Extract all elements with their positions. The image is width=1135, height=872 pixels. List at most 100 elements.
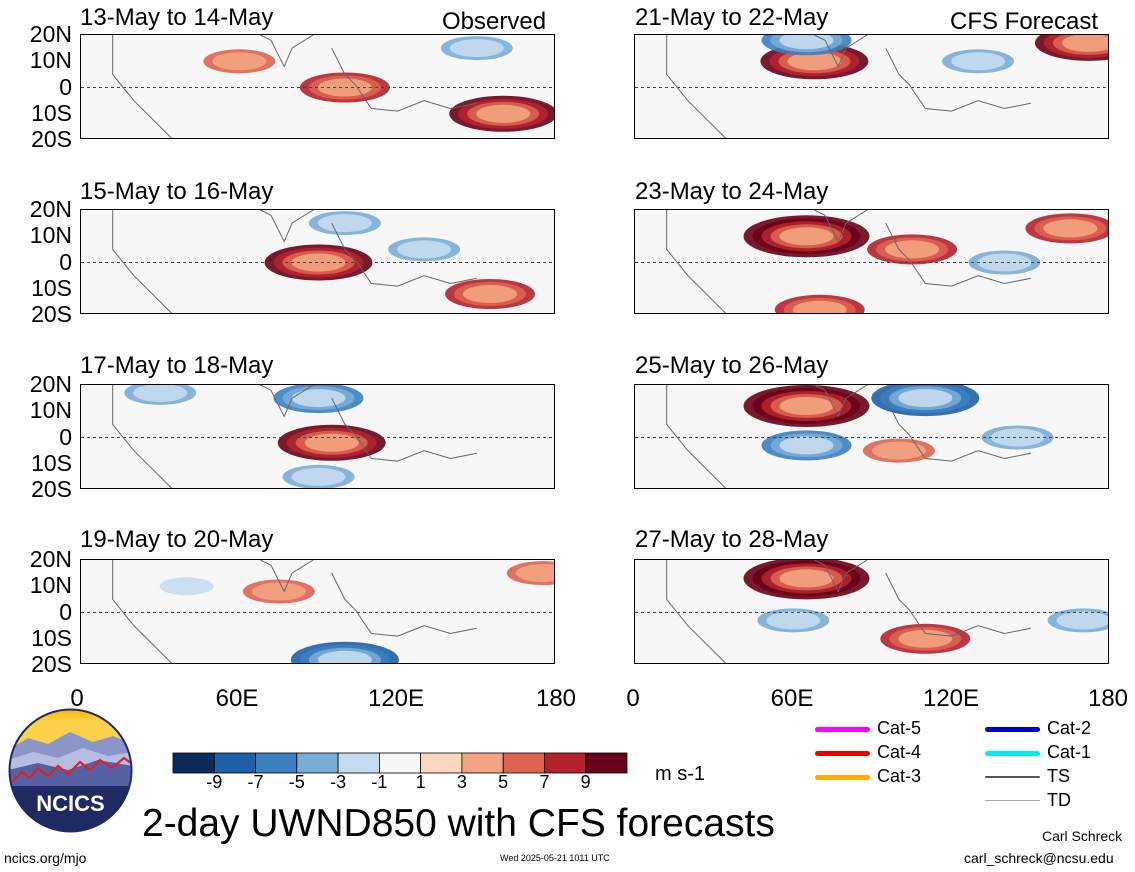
colorbar-tick-label: 9 <box>580 772 591 792</box>
map-panel <box>80 34 555 139</box>
legend-item: Cat-1 <box>985 742 1105 762</box>
colorbar-box <box>585 752 628 774</box>
colorbar-tick-label: -3 <box>330 772 347 792</box>
heatmap-svg <box>635 210 1108 313</box>
y-tick-label: 10S <box>31 274 72 301</box>
y-tick-label: 0 <box>59 423 72 450</box>
panel-title: 27-May to 28-May <box>635 526 829 553</box>
coastline <box>112 35 477 138</box>
y-tick-label: 20S <box>31 651 72 677</box>
panel-title: 17-May to 18-May <box>80 352 274 379</box>
anomaly-contour <box>476 104 531 123</box>
anomaly-contour <box>898 629 953 648</box>
y-tick-label: 0 <box>59 598 72 625</box>
anomaly-contour <box>1043 219 1098 238</box>
legend-item: Cat-2 <box>985 718 1105 738</box>
legend-label: TS <box>1047 766 1071 786</box>
author-name: Carl Schreck <box>1042 828 1123 844</box>
anomaly-contour <box>515 564 554 583</box>
legend-item: TD <box>985 790 1105 810</box>
map-panel <box>634 209 1109 314</box>
coastline <box>666 210 1031 313</box>
anomaly-contour <box>1061 35 1108 52</box>
coastline <box>112 210 477 313</box>
y-tick-label: 10N <box>29 47 72 74</box>
colorbar-units: m s-1 <box>655 763 705 785</box>
colorbar-box <box>502 752 545 774</box>
colorbar-box <box>544 752 587 774</box>
source-url[interactable]: ncics.org/mjo <box>4 850 87 866</box>
colorbar-box <box>337 752 380 774</box>
y-tick-label: 20N <box>29 21 72 47</box>
legend-item: TS <box>985 766 1105 786</box>
heatmap-svg <box>635 560 1108 663</box>
observed-label: Observed <box>442 8 547 35</box>
colorbar-box <box>172 752 215 774</box>
coastline <box>666 35 1031 138</box>
anomaly-contour <box>779 569 834 588</box>
anomaly-contour <box>990 428 1045 447</box>
x-tick-label: 0 <box>70 685 84 712</box>
x-tick-label: 180 <box>1087 685 1129 712</box>
anomaly-contour <box>779 227 834 246</box>
x-tick-label: 120E <box>367 685 425 712</box>
map-panel <box>80 209 555 314</box>
legend-line-swatch <box>815 751 870 756</box>
panel-title: 23-May to 24-May <box>635 178 829 205</box>
anomaly-contour <box>779 436 834 455</box>
anomaly-contour <box>463 285 517 303</box>
anomaly-contour <box>885 240 940 259</box>
heatmap-svg <box>81 385 554 488</box>
legend-label: Cat-4 <box>877 742 922 762</box>
colorbar-box <box>213 752 256 774</box>
map-panel <box>634 559 1109 664</box>
panel-background <box>635 560 1108 663</box>
legend-line-swatch <box>815 775 870 780</box>
timestamp: Wed 2025-05-21 1011 UTC <box>500 853 610 863</box>
anomaly-contour <box>291 389 346 408</box>
colorbar-tick-label: 5 <box>498 772 509 792</box>
anomaly-contour <box>304 433 359 452</box>
anomaly-contour <box>898 389 953 408</box>
colorbar-tick-label: -7 <box>247 772 264 792</box>
legend-label: Cat-3 <box>877 766 922 786</box>
anomaly-contour <box>951 52 1006 71</box>
legend-label: TD <box>1047 790 1071 810</box>
main-title: 2-day UWND850 with CFS forecasts <box>142 802 775 845</box>
colorbar-tick-label: 3 <box>456 772 467 792</box>
colorbar <box>172 752 628 779</box>
legend-line-swatch <box>815 727 870 732</box>
map-panel <box>634 34 1109 139</box>
logo-text: NCICS <box>36 791 104 816</box>
map-panel <box>80 559 555 664</box>
anomaly-contour <box>766 611 821 630</box>
anomaly-contour <box>251 582 306 601</box>
anomaly-contour <box>787 52 842 71</box>
heatmap-svg <box>635 35 1108 138</box>
y-tick-label: 20N <box>29 546 72 572</box>
anomaly-contour <box>977 253 1032 272</box>
panel-title: 15-May to 16-May <box>80 178 274 205</box>
legend-line-swatch <box>985 751 1040 756</box>
coastline <box>112 385 477 488</box>
anomaly-contour <box>792 300 847 313</box>
x-tick-label: 60E <box>770 685 814 712</box>
y-tick-label: 10N <box>29 397 72 424</box>
panel-title: 19-May to 20-May <box>80 526 274 553</box>
y-tick-label: 10N <box>29 572 72 599</box>
map-panel <box>634 384 1109 489</box>
heatmap-svg <box>81 35 554 138</box>
heatmap-svg <box>81 210 554 313</box>
y-tick-label: 20N <box>29 371 72 397</box>
anomaly-contour <box>317 214 372 233</box>
author-email[interactable]: carl_schreck@ncsu.edu <box>964 850 1114 866</box>
y-tick-label: 20S <box>31 301 72 327</box>
colorbar-box <box>461 752 504 774</box>
coastline <box>112 560 477 663</box>
anomaly-contour <box>779 397 834 415</box>
legend-item: Cat-5 <box>815 718 935 738</box>
y-tick-label: 10S <box>31 449 72 476</box>
y-tick-label: 10N <box>29 222 72 249</box>
x-tick-label: 0 <box>626 685 640 712</box>
x-tick-label: 60E <box>215 685 259 712</box>
